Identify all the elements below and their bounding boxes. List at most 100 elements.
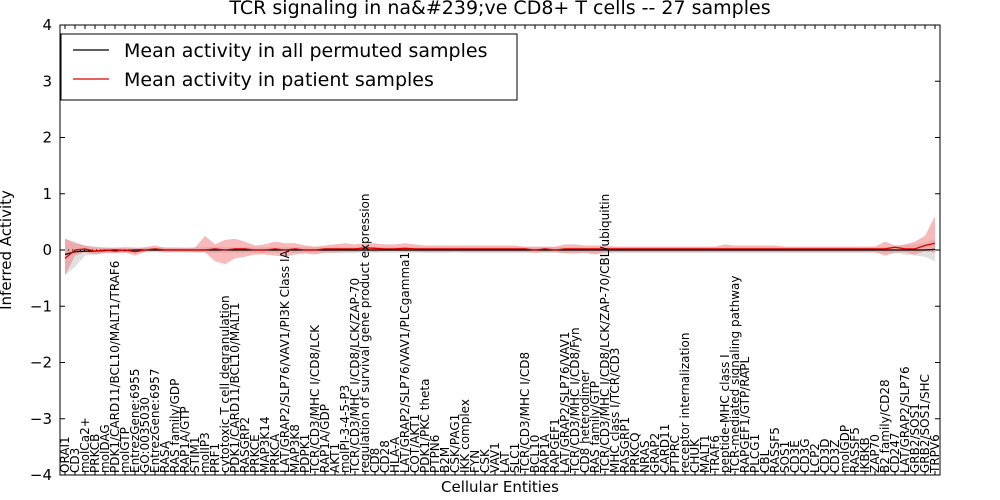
x-tick-label: PDPK1 [298, 434, 312, 473]
x-tick-label: molGTP [118, 427, 132, 473]
y-tick-label: −1 [30, 297, 52, 315]
x-tick-label: RAP1A/GTP [178, 406, 192, 473]
x-tick-label: CD28 [378, 440, 392, 473]
y-axis-label: Inferred Activity [0, 190, 15, 310]
y-tick-label: −2 [30, 354, 52, 372]
x-tick-label: LCP2 [808, 443, 822, 473]
x-tick-label: PDK1/PKC theta [418, 379, 432, 473]
x-tick-label: MALT1 [698, 434, 712, 473]
x-tick-label: B2M [438, 447, 452, 473]
x-tick-label: GRAP2 [648, 433, 662, 473]
x-tick-label: PRKCB [88, 434, 102, 473]
x-tick-label: RASGRP2 [238, 417, 252, 473]
x-tick-label: CD8 [368, 448, 382, 473]
x-tick-label: SOS1 [778, 441, 792, 473]
x-tick-label: receptor internalization [678, 333, 692, 473]
band-mean-activity-in-patient-samples [65, 216, 935, 276]
x-tick-label: CD3 [68, 448, 82, 473]
x-tick-label: CD3G [798, 438, 812, 473]
x-tick-label: TCR/CD3/MHC I/CD8/LCK/ZAP-70/CBL/ubiquit… [598, 194, 612, 474]
x-tick-label: CD3Z [828, 440, 842, 473]
x-axis-ticks: ORAI1CD3molCa2+PRKCBmolDAGPDK1/CARD11/BC… [58, 25, 942, 475]
x-tick-label: CSK [478, 448, 492, 473]
x-tick-label: ORAI1 [58, 436, 72, 473]
x-tick-label: GRB2/SOS1 [908, 403, 922, 473]
x-tick-label: RAS family/GTP [588, 381, 602, 473]
legend-label-permuted: Mean activity in all permuted samples [124, 40, 487, 62]
x-tick-label: PTPN6 [428, 435, 442, 473]
x-tick-label: B2 family/CD28 [878, 379, 892, 473]
x-tick-label: molPI-3-4-5-P3 [338, 385, 352, 473]
y-axis-ticks: −4 −3 −2 −1 0 1 2 3 4 [30, 16, 940, 484]
x-tick-label: EntrezGene:6957 [148, 369, 162, 474]
x-tick-label: HLA-A [388, 436, 402, 473]
x-tick-label: CHUK [688, 438, 702, 473]
x-tick-label: PDK1/CARD11/BCL10/MALT1 [228, 303, 242, 473]
series-lines [64, 242, 936, 259]
legend-box [60, 33, 518, 101]
x-tick-label: CSK/PAG1 [448, 414, 462, 473]
x-tick-label: LAT/GRAP2/SLP76/VAV1/PI3K Class IA [278, 249, 292, 473]
x-tick-label: PTPRC [668, 435, 682, 473]
x-tick-label: TRPV6 [928, 434, 942, 474]
x-tick-label: PRF1 [208, 443, 222, 473]
x-tick-label: TCR/CD3/MHC I/CD8/LCK/ZAP-70 [348, 278, 362, 474]
x-tick-label: FYN [468, 450, 482, 473]
y-tick-label: −4 [30, 466, 52, 484]
x-tick-label: TCR/CD3/MHC I/CD8/LCK [308, 324, 322, 474]
x-tick-label: MAP3K8 [288, 424, 302, 473]
x-tick-label: CBL [758, 449, 772, 473]
y-tick-label: 2 [42, 129, 52, 147]
x-tick-label: RASSF5 [848, 427, 862, 473]
x-tick-label: PRKCA [268, 433, 282, 473]
x-tick-label: NRAS [638, 440, 652, 473]
line-mean-activity-in-patient-samples [64, 242, 936, 259]
x-tick-label: cytotoxic T cell degranulation [218, 295, 232, 473]
x-tick-label: molDAG [98, 424, 112, 473]
x-tick-label: molCa2+ [78, 417, 92, 473]
x-tick-label: TCR/CD3/MHC I/CD8 [518, 352, 532, 474]
x-tick-label: RASGRP1 [618, 417, 632, 473]
x-tick-label: GRB2/SOS1/SHC [918, 374, 932, 473]
band-mean-activity-in-all-permuted-samples [65, 238, 935, 276]
x-tick-label: LAT/GRAP2/SLP76/VAV1/PLCgamma1 [398, 252, 412, 473]
x-tick-label: RAS family/GDP [168, 379, 182, 473]
plot-frame [59, 24, 941, 476]
x-tick-label: COT/AKT1 [408, 414, 422, 473]
legend: Mean activity in all permuted samples Me… [60, 33, 518, 101]
x-tick-label: CD8 heterodimer [578, 370, 592, 473]
x-tick-label: TCR/CD3/MHC I/CD8/Fyn [568, 327, 582, 474]
x-tick-label: GO:0035030 [138, 397, 152, 473]
y-tick-label: −3 [30, 410, 52, 428]
x-tick-label: PLCG1 [748, 434, 762, 473]
x-tick-label: RAPGEF1/GTP/RAPL [738, 356, 752, 473]
x-tick-label: peptide-MHC class I [718, 354, 732, 473]
x-tick-label: LAT/GRAP2/SLP76 [898, 366, 912, 473]
x-tick-label: AKT1 [328, 443, 342, 473]
y-tick-label: 0 [42, 241, 52, 259]
x-tick-label: IKBKB [858, 437, 872, 473]
x-axis-label: Cellular Entities [441, 478, 559, 496]
x-tick-label: VAV1 [488, 442, 502, 473]
chart-title: TCR signaling in na&#239;ve CD8+ T cells… [228, 0, 770, 19]
x-tick-label: LAT/GRAP2/SLP76/VAV1 [558, 332, 572, 473]
y-tick-label: 3 [42, 72, 52, 90]
x-tick-label: RAP1A/GDP [318, 404, 332, 473]
x-tick-label: STIM1 [188, 437, 202, 473]
x-tick-label: CD3E [788, 440, 802, 473]
x-tick-label: SLC1 [508, 443, 522, 473]
x-tick-label: RAPGEF1 [548, 418, 562, 473]
x-tick-label: BCL10 [528, 435, 542, 473]
y-tick-label: 4 [42, 16, 52, 34]
x-tick-label: CD3D [818, 439, 832, 474]
x-tick-label: molGDP [838, 425, 852, 473]
x-tick-label: CD247 [888, 432, 902, 473]
x-tick-label: PDK1/CARD11/BCL10/MALT1/TRAF6 [108, 261, 122, 473]
y-tick-label: 1 [42, 185, 52, 203]
x-tick-label: PRKCQ [628, 432, 642, 473]
x-tick-label: EntrezGene:6955 [128, 369, 142, 474]
confidence-bands [65, 216, 935, 276]
x-tick-label: IKK complex [458, 399, 472, 473]
x-tick-label: ZAP70 [868, 434, 882, 473]
